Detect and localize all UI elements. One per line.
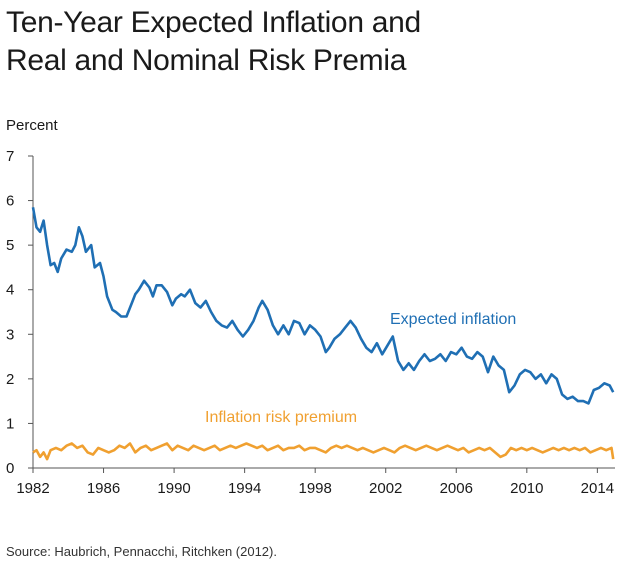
series-layer: [31, 207, 615, 461]
series-line-expected-inflation: [31, 207, 615, 405]
series-label-inflation-risk-premium: Inflation risk premium: [205, 409, 357, 426]
x-ticks: 1982 1986 1990 1994 1998 2002 2006 2010 2014: [16, 468, 614, 497]
y-ticks: 0 1 2 3 4 5 6 7: [6, 148, 33, 477]
chart-title-line-2: Real and Nominal Risk Premia: [6, 44, 407, 77]
x-tick-label: 2006: [440, 480, 473, 497]
y-tick-label: 3: [6, 326, 14, 343]
y-tick-label: 6: [6, 193, 14, 210]
y-axis-label: Percent: [6, 117, 59, 134]
x-tick-label: 1986: [87, 480, 120, 497]
chart-plot: Percent 0 1 2 3 4 5 6 7 1982 1986 1990 1994 1998 200…: [6, 117, 615, 497]
y-tick-label: 5: [6, 237, 14, 254]
x-tick-label: 2002: [369, 480, 402, 497]
chart-title-line-1: Ten-Year Expected Inflation and: [6, 6, 421, 39]
x-tick-label: 1990: [157, 480, 190, 497]
x-tick-label: 1982: [16, 480, 49, 497]
x-tick-label: 2014: [581, 480, 614, 497]
x-tick-label: 1998: [298, 480, 331, 497]
y-tick-label: 7: [6, 148, 14, 165]
x-tick-label: 1994: [228, 480, 261, 497]
x-tick-label: 2010: [510, 480, 543, 497]
chart-source: Source: Haubrich, Pennacchi, Ritchken (2…: [6, 544, 277, 559]
chart-title: Ten-Year Expected Inflation and Real and…: [6, 4, 626, 80]
y-tick-label: 2: [6, 371, 14, 388]
y-tick-label: 1: [6, 415, 14, 432]
y-tick-label: 0: [6, 460, 14, 477]
series-line-inflation-risk-premium: [32, 442, 615, 461]
series-label-expected-inflation: Expected inflation: [390, 311, 516, 328]
y-tick-label: 4: [6, 282, 14, 299]
